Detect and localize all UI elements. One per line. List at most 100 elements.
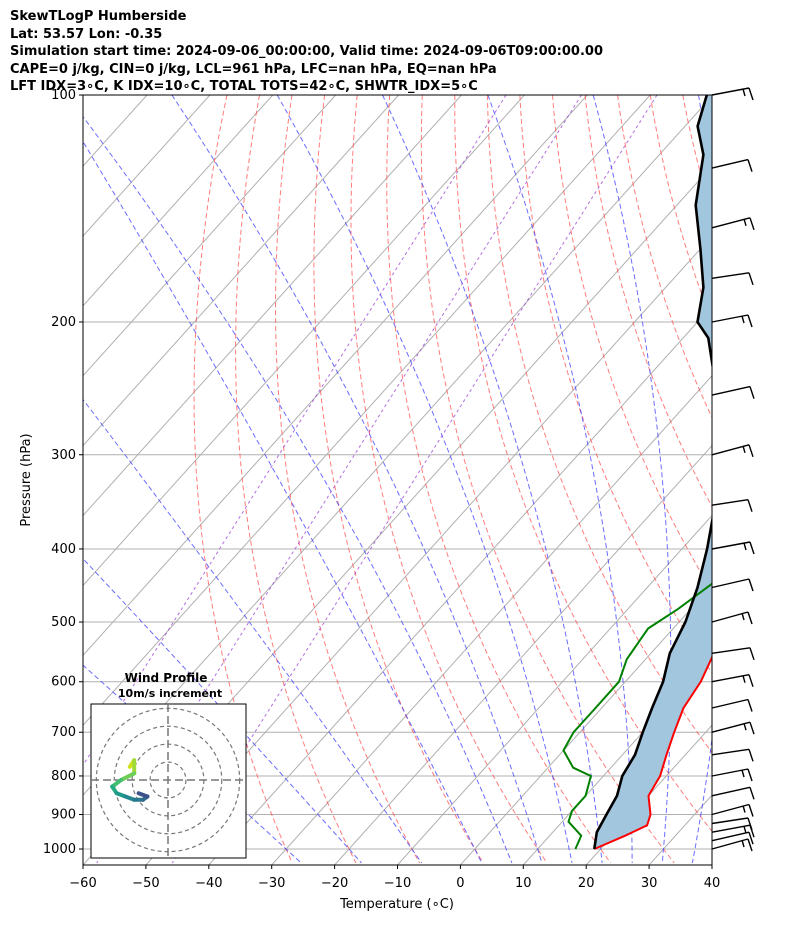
isotherm-line — [208, 305, 712, 865]
wind-barb-flag — [743, 826, 747, 834]
wind-barb-flag — [747, 611, 753, 625]
y-tick-label: 500 — [51, 615, 76, 630]
indices-line-2: LFT IDX=3∘C, K IDX=10∘C, TOTAL TOTS=42∘C… — [10, 79, 478, 94]
indices-line-1: CAPE=0 j/kg, CIN=0 j/kg, LCL=961 hPa, LF… — [10, 61, 497, 77]
wind-barb — [711, 698, 753, 712]
x-tick-label: 0 — [456, 876, 464, 891]
dry-adiabat — [780, 95, 794, 863]
wind-barb-flag — [747, 314, 753, 328]
x-tick-label: 30 — [641, 876, 658, 891]
x-tick-label: −10 — [384, 876, 411, 891]
time-line: Simulation start time: 2024-09-06_00:00:… — [10, 44, 603, 59]
wind-barb-flag — [748, 272, 754, 286]
moist-adiabat — [83, 140, 483, 864]
y-axis-label: Pressure (hPa) — [19, 433, 34, 526]
isotherm-line — [83, 95, 399, 447]
wind-barb-flag — [748, 749, 754, 762]
isotherm-line — [83, 95, 651, 726]
wind-barb-flag — [747, 699, 753, 712]
wind-barb — [711, 674, 754, 687]
wind-barb — [711, 541, 755, 555]
y-tick-label: 100 — [51, 88, 76, 103]
wind-barb-flag — [748, 87, 754, 101]
dry-adiabat — [313, 95, 484, 864]
wind-barb — [711, 385, 755, 399]
x-tick-label: −20 — [321, 876, 348, 891]
hodograph-segment — [119, 771, 137, 782]
moist-adiabat — [592, 95, 672, 864]
dewpoint-line — [562, 582, 712, 850]
wind-barb-flag — [749, 217, 755, 231]
wind-barb-flag — [748, 444, 754, 458]
dry-adiabat — [649, 95, 712, 323]
wind-barb-flag — [742, 445, 746, 453]
wind-barb — [711, 314, 753, 328]
isotherm-line — [83, 95, 211, 237]
dry-adiabat — [420, 95, 675, 864]
wind-barb-staff — [711, 647, 751, 654]
location-line: Lat: 53.57 Lon: -0.35 — [10, 26, 163, 42]
wind-barb-flag — [748, 578, 754, 592]
dry-adiabat — [275, 95, 421, 864]
wind-barb — [711, 611, 753, 625]
dry-adiabat — [235, 95, 357, 864]
dry-adiabat — [486, 95, 712, 754]
parcel-line — [593, 95, 712, 850]
wind-barb-flag — [748, 804, 754, 817]
wind-barb-flag — [747, 817, 753, 831]
x-tick-label: −30 — [258, 876, 285, 891]
inset-subtitle: 10m/s increment — [118, 687, 222, 700]
wind-barb-staff — [711, 385, 751, 396]
isotherm-line — [83, 95, 588, 657]
wind-barb-flag — [741, 315, 745, 324]
y-tick-label: 1000 — [43, 842, 76, 857]
isotherm-line — [711, 864, 712, 865]
wind-barb-staff — [711, 272, 750, 279]
dry-adiabat — [617, 95, 712, 419]
wind-barb-flag — [741, 839, 745, 848]
wind-barb-staff — [711, 499, 749, 506]
wind-barb-flag — [749, 647, 755, 661]
wind-barb-flag — [748, 674, 754, 687]
y-tick-label: 600 — [51, 675, 76, 690]
y-tick-label: 800 — [51, 769, 76, 784]
isotherm-line — [83, 95, 525, 587]
wind-barb — [711, 499, 753, 512]
moist-adiabat — [276, 95, 573, 864]
dry-adiabat — [552, 95, 712, 593]
y-tick-label: 300 — [51, 448, 76, 463]
chart-header: SkewTLogP Humberside Lat: 53.57 Lon: -0.… — [10, 8, 603, 96]
wind-barb-flag — [741, 769, 745, 778]
x-tick-label: 20 — [578, 876, 595, 891]
axes: Temperature (∘C) Pressure (hPa) 10020030… — [19, 88, 720, 912]
x-tick-label: −40 — [195, 876, 222, 891]
y-tick-label: 700 — [51, 725, 76, 740]
x-tick-label: −60 — [69, 876, 96, 891]
wind-barb — [711, 578, 754, 592]
isotherm-line — [397, 514, 712, 865]
moist-adiabat — [83, 398, 423, 864]
wind-barb-flag — [742, 805, 746, 813]
dry-adiabat — [715, 95, 794, 863]
wind-barb-flag — [749, 541, 755, 555]
wind-barb — [711, 768, 753, 782]
sounding-profiles — [562, 95, 712, 850]
hodograph-segment — [136, 791, 150, 799]
x-tick-label: 10 — [515, 876, 532, 891]
y-tick-label: 400 — [51, 542, 76, 557]
moist-adiabat — [382, 95, 603, 864]
wind-barb-staff — [711, 786, 751, 797]
wind-barb — [711, 831, 754, 845]
dry-adiabat — [454, 95, 712, 833]
x-tick-label: −50 — [132, 876, 159, 891]
dry-adiabat — [584, 95, 712, 508]
wind-barb-flag — [747, 838, 753, 852]
temperature-line — [593, 655, 712, 850]
wind-barb — [711, 721, 755, 735]
wind-barb-flag — [747, 499, 753, 512]
wind-barb-staff — [711, 817, 749, 825]
wind-barb-flag — [743, 723, 747, 731]
dry-adiabat — [519, 95, 712, 674]
wind-barb-flag — [747, 768, 753, 782]
wind-barb — [711, 786, 755, 800]
